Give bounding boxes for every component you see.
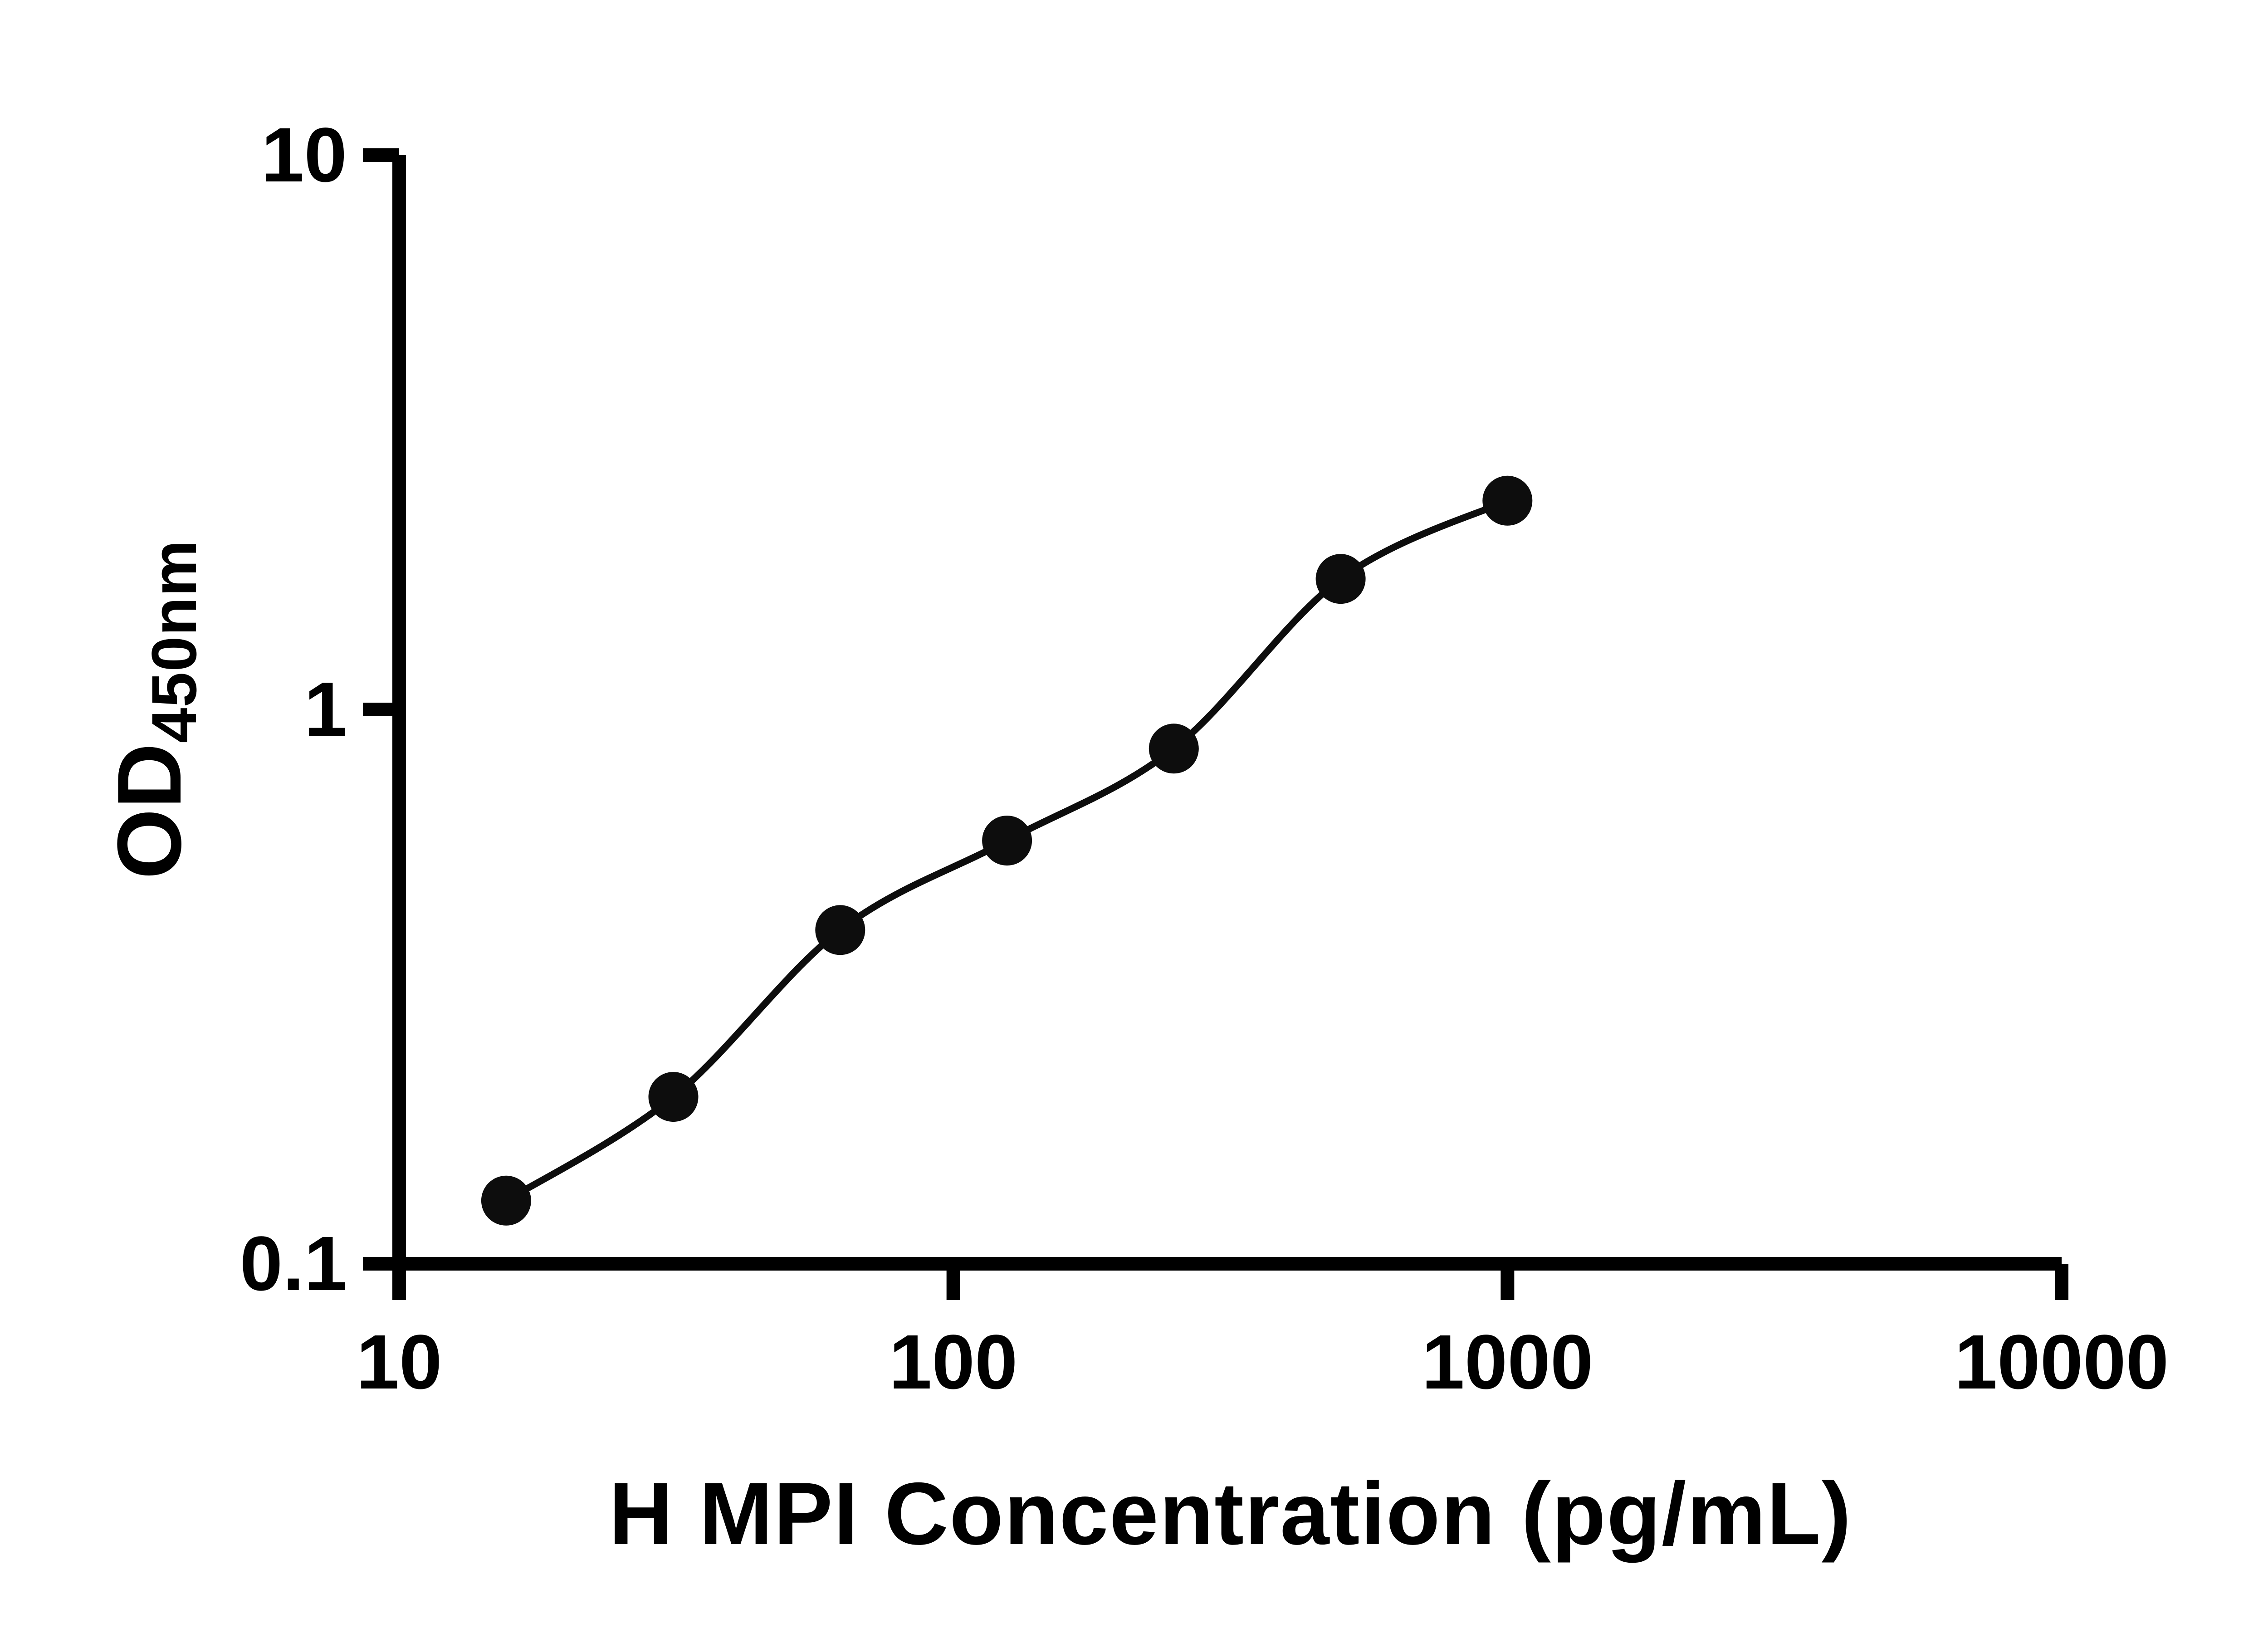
y-tick-label: 10 xyxy=(261,112,347,198)
data-point-marker xyxy=(648,1072,699,1122)
data-point-marker xyxy=(982,816,1032,866)
x-tick-label: 100 xyxy=(889,1319,1018,1405)
y-axis-title: OD450nm xyxy=(98,540,210,880)
data-point-marker xyxy=(815,905,865,955)
y-axis-title-subscript: 450nm xyxy=(138,539,210,743)
data-point-marker xyxy=(481,1175,531,1226)
x-tick-label: 1000 xyxy=(1422,1319,1593,1405)
data-point-marker xyxy=(1315,554,1366,604)
x-axis-title: H MPI Concentration (pg/mL) xyxy=(609,1464,1852,1563)
y-tick-label: 1 xyxy=(304,666,347,753)
x-tick-label: 10 xyxy=(356,1319,442,1405)
x-tick-label: 10000 xyxy=(1955,1319,2169,1405)
y-tick-label: 0.1 xyxy=(240,1221,347,1307)
y-axis-title-main: OD xyxy=(99,743,200,880)
data-point-marker xyxy=(1482,475,1533,526)
data-point-marker xyxy=(1149,724,1199,774)
